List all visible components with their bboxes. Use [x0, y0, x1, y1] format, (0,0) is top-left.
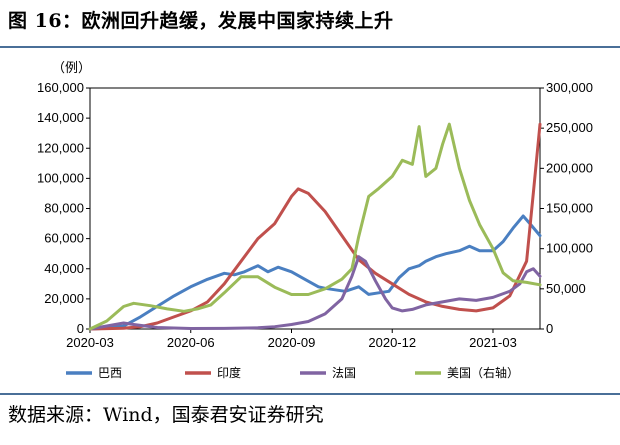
y-left-tick-label: 60,000	[44, 231, 84, 246]
y-left-tick-label: 20,000	[44, 291, 84, 306]
x-tick-label: 2021-03	[469, 335, 517, 350]
x-tick-label: 2020-06	[167, 335, 215, 350]
y-right-tick-label: 50,000	[546, 281, 586, 296]
y-right-tick-label: 250,000	[546, 120, 593, 135]
y-right-tick-label: 300,000	[546, 80, 593, 95]
y-left-tick-label: 120,000	[37, 140, 84, 155]
chart-title: 图 16：欧洲回升趋缓，发展中国家持续上升	[8, 10, 394, 32]
chart: （例） 0 20,000 40,000 60,000 80,000 100,000 120,0…	[37, 60, 593, 380]
chart-plot-area	[88, 122, 542, 331]
y-left-tick-label: 40,000	[44, 261, 84, 276]
legend-label-法国: 法国	[332, 366, 356, 380]
y-right-tick-label: 200,000	[546, 160, 593, 175]
chart-legend: 巴西 印度 法国 美国（右轴）	[66, 365, 519, 380]
series-line-法国	[88, 255, 542, 331]
legend-label-美国（右轴）: 美国（右轴）	[447, 365, 519, 380]
legend-label-巴西: 巴西	[98, 366, 122, 380]
legend-label-印度: 印度	[217, 365, 241, 380]
y-left-tick-label: 140,000	[37, 110, 84, 125]
y-left-tick-label: 80,000	[44, 201, 84, 216]
x-tick-label: 2020-09	[268, 335, 316, 350]
y-right-tick-label: 150,000	[546, 201, 593, 216]
x-tick-label: 2020-03	[66, 335, 114, 350]
y-right-tick-label: 100,000	[546, 241, 593, 256]
footer-rule	[0, 393, 620, 395]
x-tick-label: 2020-12	[368, 335, 416, 350]
source-note: 数据来源：Wind，国泰君安证券研究	[8, 404, 324, 426]
header-rule	[0, 46, 620, 48]
chart-axes: （例） 0 20,000 40,000 60,000 80,000 100,000 120,0…	[37, 60, 593, 350]
series-line-美国（右轴）	[88, 122, 542, 331]
y-left-tick-label: 160,000	[37, 80, 84, 95]
series-line-印度	[88, 122, 542, 331]
y-left-tick-label: 100,000	[37, 170, 84, 185]
y-right-tick-label: 0	[546, 321, 553, 336]
y-left-tick-label: 0	[77, 321, 84, 336]
y-left-unit-label: （例）	[52, 60, 91, 75]
